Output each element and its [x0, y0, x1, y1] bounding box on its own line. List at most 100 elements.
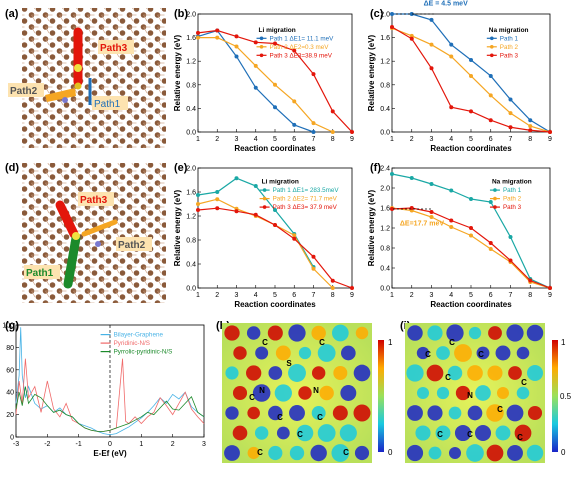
data-point-f-2	[449, 218, 454, 223]
atom-label: C	[437, 430, 443, 439]
legend-marker-f-1	[493, 196, 497, 201]
atom-label: C	[425, 350, 431, 359]
legend-marker-b-2	[259, 53, 264, 58]
y-tick-label-g: 40	[6, 390, 14, 397]
path3-label-a: Path3	[100, 43, 128, 54]
atom-label: S	[286, 359, 292, 368]
panel-label-c: (c)	[370, 8, 384, 20]
density-blob	[340, 385, 357, 401]
x-axis-label-c: Reaction coordinates	[430, 144, 512, 153]
path3-label-bg-a	[98, 40, 134, 54]
y-tick-label-c: 1.2	[380, 59, 390, 66]
density-blob	[232, 425, 248, 441]
density-blob	[496, 386, 510, 400]
x-tick-label-g: 0	[108, 441, 112, 448]
density-blob	[514, 424, 532, 442]
x-tick-label-e: 7	[312, 292, 316, 299]
density-blob	[526, 324, 544, 342]
density-blob	[296, 424, 314, 442]
y-tick-label-g: 80	[6, 345, 14, 352]
colorbar-i-min: 0	[561, 448, 566, 457]
atom-label: C	[249, 393, 255, 402]
density-blob	[454, 424, 472, 442]
legend-marker-e-0	[262, 188, 267, 192]
li-ion-a2	[74, 82, 82, 90]
density-blob	[415, 425, 431, 441]
data-point-c-2	[449, 105, 454, 110]
y-tick-label-b: 2.0	[186, 12, 196, 19]
y-tick-label-g: 100	[2, 323, 14, 330]
density-blob	[495, 425, 511, 441]
lattice-d	[22, 163, 166, 303]
density-blob	[435, 425, 451, 441]
y-tick-label-f: 0.4	[380, 266, 390, 273]
density-blob	[428, 446, 442, 460]
density-blob	[427, 325, 443, 341]
data-point-c-2	[528, 128, 533, 133]
path2-arrow-a	[45, 88, 76, 102]
path2-arrow-d	[81, 219, 118, 237]
data-point-b-0	[273, 105, 277, 110]
atom-label: C	[478, 350, 484, 359]
density-blob	[355, 326, 369, 340]
density-blob	[486, 404, 504, 422]
y-tick-label-b: 0.4	[186, 106, 196, 113]
density-blob	[254, 426, 269, 440]
legend-label-c-1: Path 2	[500, 44, 519, 51]
density-blob	[527, 405, 543, 421]
density-blob	[495, 345, 511, 361]
density-blob	[526, 364, 544, 382]
legend-label-g-0: Bilayer-Graphene	[114, 332, 164, 339]
legend-marker-c-2	[490, 53, 494, 58]
density-blob	[225, 366, 239, 380]
density-blob	[225, 406, 239, 420]
x-tick-label-f: 6	[489, 292, 493, 299]
data-point-b-1	[311, 121, 316, 126]
x-tick-label-c: 2	[410, 136, 414, 143]
legend-marker-b-0	[259, 36, 264, 41]
data-point-c-1	[429, 42, 434, 47]
data-point-e-2	[196, 208, 200, 212]
path1-label-bg-d	[24, 265, 60, 279]
density-blob	[516, 346, 530, 360]
atom-label: N	[313, 386, 319, 395]
density-blob	[506, 324, 524, 342]
data-point-f-2	[508, 258, 513, 263]
data-point-b-1	[215, 35, 220, 40]
x-tick-label-g: 2	[171, 441, 175, 448]
x-tick-label-e: 6	[292, 292, 296, 299]
x-tick-label-e: 4	[254, 292, 258, 299]
density-blob	[508, 366, 522, 380]
legend-label-g-1: Pyridinic-N/S	[114, 340, 150, 347]
data-point-b-1	[253, 63, 258, 68]
y-tick-label-f: 2.0	[380, 186, 390, 193]
data-point-f-0	[469, 197, 473, 201]
data-point-c-2	[508, 125, 513, 130]
density-blob	[455, 385, 471, 401]
colorbar-i-mid: 0.5	[560, 392, 572, 401]
panel-label-d: (d)	[5, 162, 19, 174]
density-blob	[310, 444, 327, 462]
li-ion-a	[74, 64, 82, 72]
density-blob	[224, 325, 240, 341]
density-blob	[331, 324, 349, 342]
y-axis-label-c: Relative energy (eV)	[367, 34, 376, 111]
density-blob	[466, 444, 484, 462]
data-point-b-0	[292, 122, 297, 127]
y-tick-label-b: 0.8	[186, 82, 196, 89]
density-blob	[255, 346, 269, 360]
x-tick-label-e: 2	[215, 292, 219, 299]
legend-marker-e-1	[262, 196, 267, 201]
x-tick-label-c: 8	[528, 136, 532, 143]
data-point-e-2	[273, 223, 277, 227]
x-axis-label-f: Reaction coordinates	[430, 300, 512, 309]
data-point-e-1	[292, 233, 297, 238]
density-blob	[341, 345, 356, 361]
data-point-b-2	[196, 30, 200, 35]
legend-label-g-2: Pyrrolic-pyridinic-N/S	[114, 349, 173, 356]
y-tick-label-f: 2.4	[380, 166, 390, 173]
y-tick-label-e: 0.4	[186, 262, 196, 269]
atom-label: C	[257, 448, 263, 457]
path3-label-bg-d	[78, 192, 114, 206]
density-blob	[268, 445, 283, 461]
